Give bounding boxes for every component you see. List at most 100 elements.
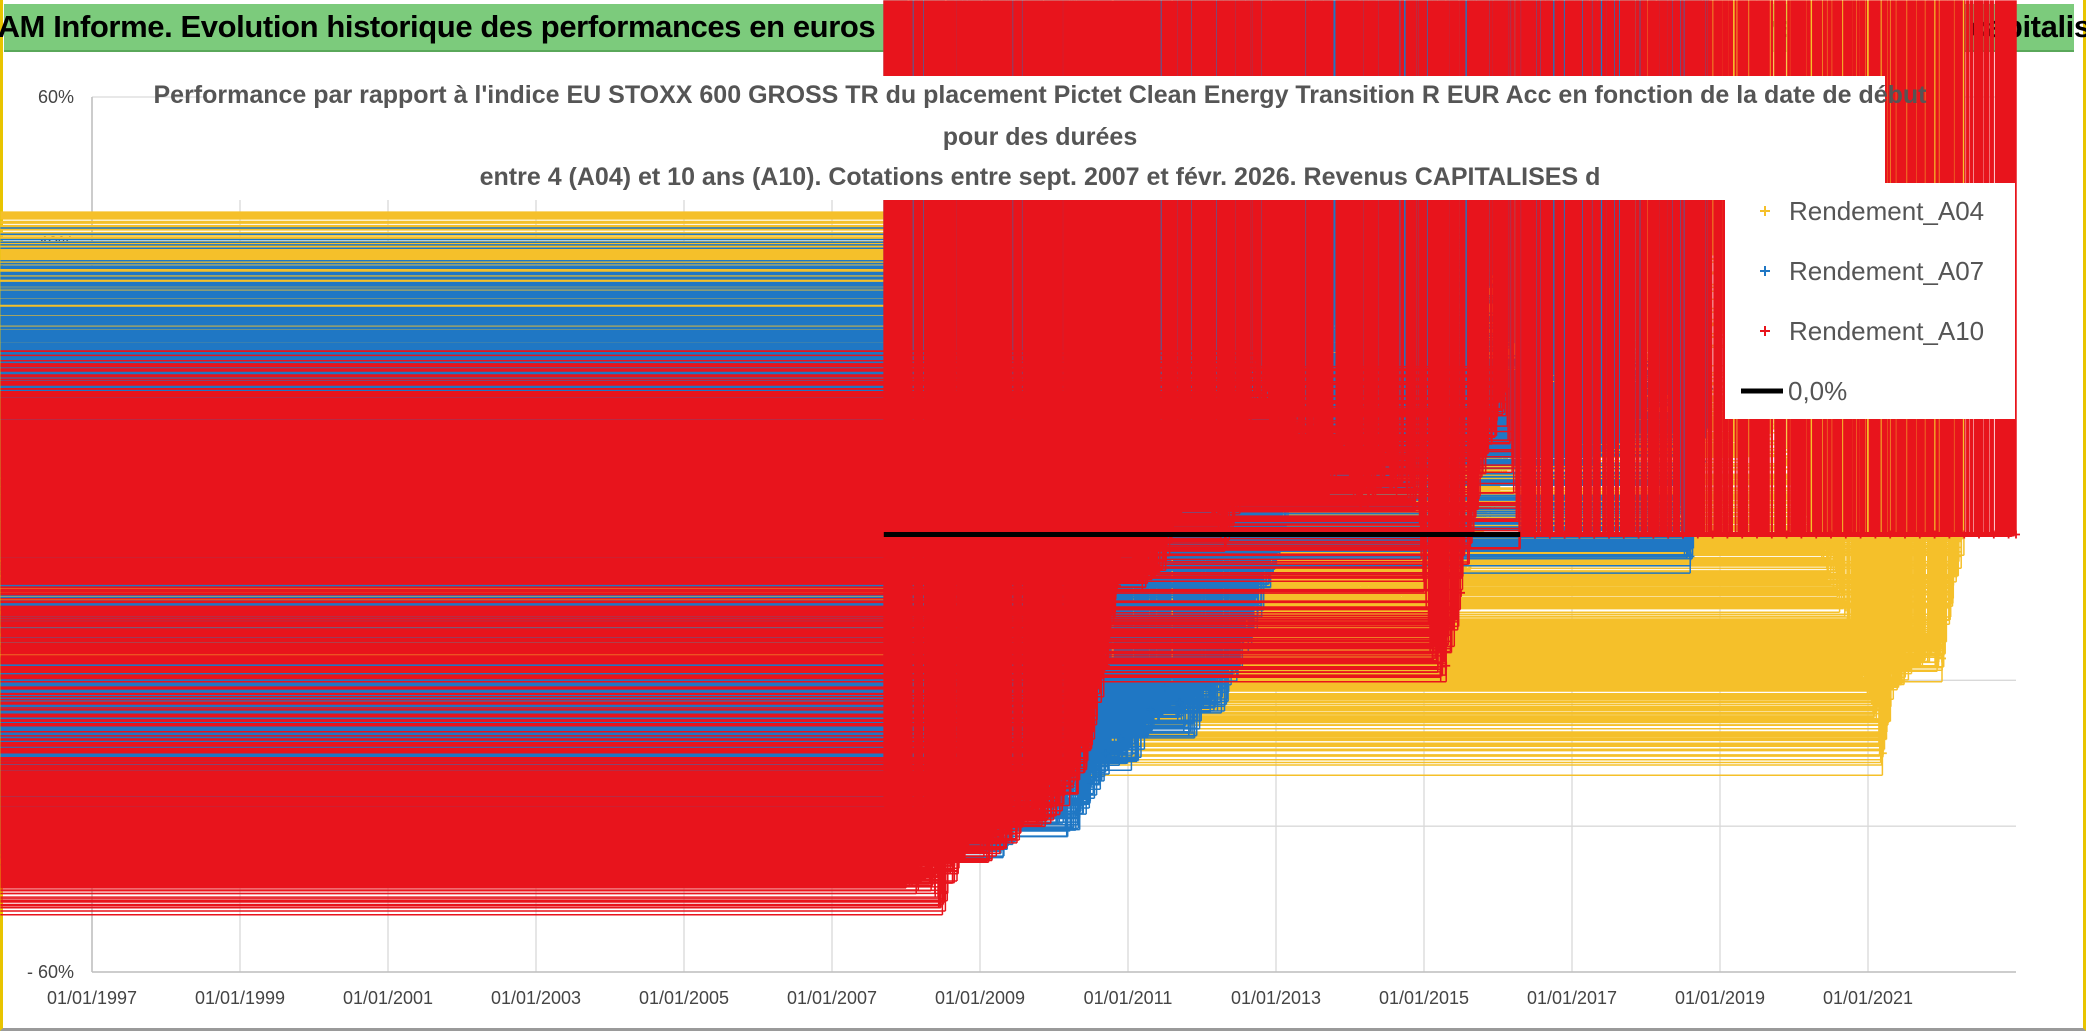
data-point: [1116, 734, 1125, 743]
data-point: [1738, 530, 1747, 539]
data-point: [983, 836, 992, 845]
data-point: [1952, 552, 1961, 561]
data-point: [1649, 530, 1658, 539]
data-point: [1175, 494, 1184, 503]
data-point: [1412, 486, 1421, 495]
data-point: [1112, 581, 1121, 590]
data-point: [1072, 771, 1081, 780]
data-point: [1279, 457, 1288, 466]
data-point: [1945, 596, 1954, 605]
data-point: [1856, 661, 1865, 670]
data-point: [1124, 508, 1132, 517]
data-point: [1827, 559, 1835, 568]
x-axis-tick-labels: 01/01/1997 01/01/1999 01/01/2001 01/01/2003…: [47, 988, 1913, 1008]
data-point: [2012, 530, 2020, 539]
title-background: [205, 76, 1885, 200]
data-point: [1042, 800, 1051, 809]
data-point: [1294, 421, 1303, 430]
data-point: [968, 807, 977, 816]
data-point: [1501, 384, 1510, 393]
data-point: [1427, 639, 1436, 648]
data-point: [1338, 443, 1347, 451]
data-point: [1338, 581, 1347, 590]
data-point: [1190, 457, 1199, 466]
chart-title: Performance par rapport à l'indice EU ST…: [153, 76, 1927, 200]
data-point: [1205, 486, 1214, 495]
data-series: [0, 0, 2020, 916]
data-point: [1486, 421, 1495, 430]
data-point: [1235, 494, 1243, 503]
data-point: [1856, 530, 1865, 539]
data-point: [1220, 683, 1229, 692]
data-point: [1679, 530, 1687, 539]
data-point: [1057, 807, 1066, 816]
data-point: [1915, 639, 1924, 648]
data-point: [1945, 530, 1954, 539]
data-point: [879, 822, 888, 831]
chart-title-line: entre 4 (A04) et 10 ans (A10). Cotations…: [480, 163, 1601, 191]
data-point: [1827, 530, 1835, 539]
x-tick-label: 01/01/2001: [343, 988, 433, 1008]
x-tick-label: 01/01/2021: [1823, 988, 1913, 1008]
data-point: [1686, 552, 1695, 561]
data-point: [1797, 530, 1806, 539]
data-point: [1146, 552, 1155, 561]
data-point: [1353, 486, 1362, 495]
data-point: [1871, 698, 1880, 707]
data-point: [1205, 683, 1214, 692]
data-point: [1693, 530, 1702, 539]
x-tick-label: 01/01/2011: [1084, 988, 1173, 1008]
data-point: [1575, 530, 1584, 539]
data-point: [1545, 530, 1554, 539]
data-point: [1027, 793, 1036, 801]
data-point: [1619, 530, 1628, 539]
legend-background: [1725, 183, 2015, 419]
data-point: [2004, 530, 2013, 539]
legend-item: Rendement_A10: [1760, 316, 1984, 346]
data-point: [1101, 661, 1110, 670]
legend-label: Rendement_A07: [1789, 256, 1984, 286]
chart-legend: Rendement_A04 Rendement_A07 Rendement_A10 0…: [1725, 183, 2015, 419]
data-point: [1664, 530, 1673, 539]
x-tick-label: 01/01/2013: [1231, 988, 1321, 1008]
data-point: [1960, 530, 1969, 539]
data-point: [1309, 428, 1317, 437]
series-rendement-a10: [0, 0, 2020, 916]
data-point: [1131, 749, 1140, 758]
data-point: [1531, 530, 1539, 539]
legend-item: 0,0%: [1741, 376, 1847, 406]
data-point: [1383, 457, 1391, 466]
x-tick-label: 01/01/1999: [195, 988, 285, 1008]
data-point: [1323, 472, 1332, 481]
legend-plus-swatch: [1760, 326, 1770, 336]
data-point: [909, 865, 918, 874]
data-point: [1841, 530, 1850, 539]
data-point: [1708, 530, 1717, 539]
chart-title-line: Performance par rapport à l'indice EU ST…: [153, 81, 1927, 109]
data-point: [1087, 778, 1095, 787]
data-point: [1753, 530, 1761, 539]
data-point: [1723, 530, 1732, 539]
data-point: [1915, 530, 1924, 539]
legend-plus-swatch: [1760, 206, 1770, 216]
x-tick-label: 01/01/2007: [787, 988, 877, 1008]
data-point: [1871, 530, 1880, 539]
data-point: [1901, 530, 1909, 539]
legend-item: Rendement_A04: [1760, 196, 1984, 226]
data-point: [1442, 661, 1451, 670]
data-point: [1605, 530, 1613, 539]
data-point: [939, 887, 947, 896]
data-point: [1560, 530, 1569, 539]
data-point: [1220, 523, 1229, 532]
x-tick-label: 01/01/2003: [491, 988, 581, 1008]
chart-title-line: pour des durées: [943, 123, 1138, 151]
legend-item: Rendement_A07: [1760, 256, 1984, 286]
data-point: [1878, 749, 1887, 758]
data-point: [1782, 530, 1791, 539]
data-point: [1938, 654, 1946, 663]
data-point: [1013, 814, 1021, 823]
x-tick-label: 01/01/2015: [1379, 988, 1469, 1008]
data-point: [1057, 785, 1066, 794]
data-point: [894, 851, 903, 860]
data-point: [1087, 727, 1095, 736]
